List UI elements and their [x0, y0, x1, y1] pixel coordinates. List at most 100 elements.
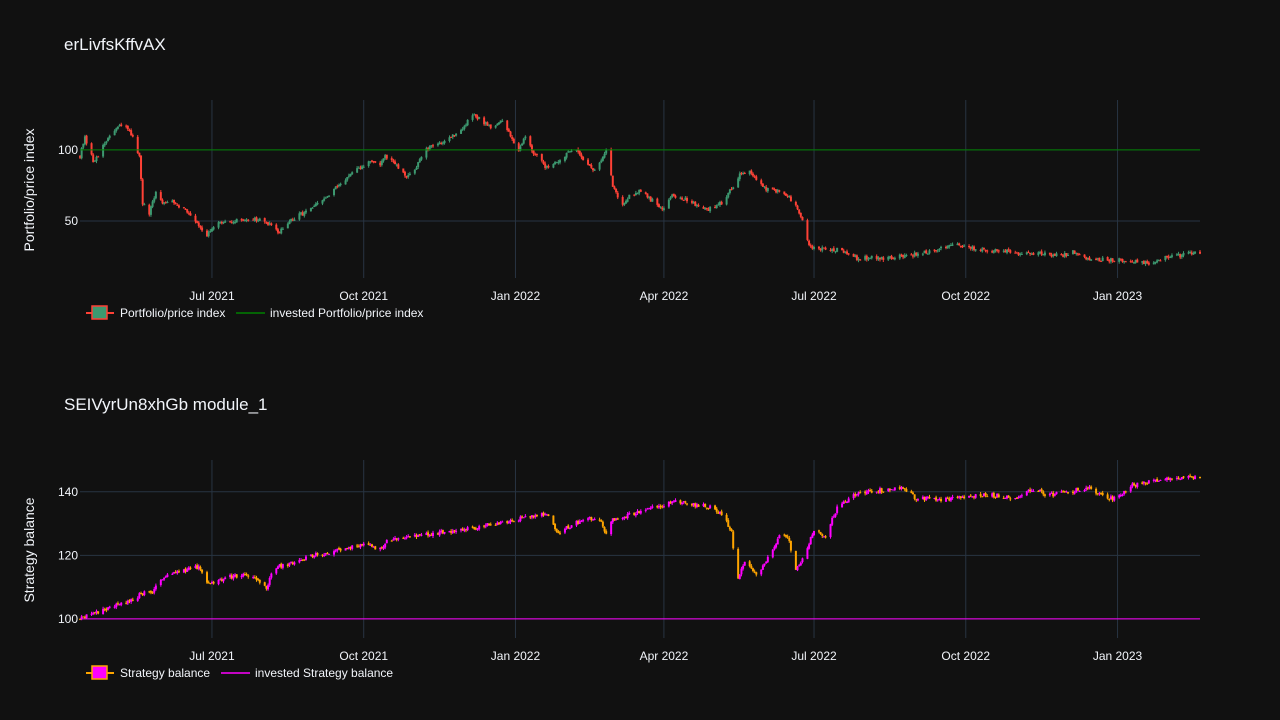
candle-body: [783, 191, 786, 195]
candle-body: [461, 528, 464, 531]
candle-body: [681, 197, 684, 200]
candle-body: [245, 219, 248, 221]
candle-body: [651, 198, 654, 202]
candle-body: [532, 515, 535, 518]
candle-body: [323, 555, 326, 557]
candle-body: [431, 532, 434, 536]
top-legend[interactable]: Portfolio/price index invested Portfolio…: [86, 305, 423, 320]
candle-body: [512, 521, 515, 523]
candle-body: [1014, 498, 1017, 500]
candle-body: [1042, 254, 1045, 256]
candle-body: [344, 180, 347, 185]
candle-body: [720, 201, 723, 205]
candle-body: [243, 574, 246, 576]
candle-body: [199, 226, 202, 228]
candle-body: [910, 491, 913, 493]
candle-body: [184, 568, 187, 572]
candle-body: [394, 538, 397, 540]
candle-body: [210, 228, 213, 232]
candle-body: [425, 532, 428, 535]
candle-body: [125, 602, 128, 604]
candle-body: [232, 575, 235, 579]
candle-body: [1085, 487, 1088, 490]
candle-body: [189, 567, 192, 569]
candle-body: [408, 536, 411, 538]
candle-body: [171, 573, 174, 575]
candle-body: [418, 534, 421, 536]
candle-body: [517, 520, 520, 522]
candle-body: [440, 530, 443, 533]
candle-body: [173, 572, 176, 574]
candle-body: [997, 494, 1000, 498]
candle-body: [887, 256, 890, 260]
candle-body: [1164, 255, 1167, 261]
candle-body: [1076, 253, 1079, 255]
candle-body: [82, 616, 85, 618]
candle-body: [1187, 476, 1190, 478]
candle-body: [973, 496, 976, 498]
candle-body: [821, 247, 824, 251]
candle-body: [93, 160, 96, 162]
candle-body: [1096, 493, 1099, 495]
bottom-legend-item-strategy[interactable]: Strategy balance: [86, 665, 210, 680]
candle-body: [702, 206, 705, 209]
candle-body: [372, 161, 375, 163]
candle-body: [339, 548, 342, 551]
candle-body: [832, 516, 835, 518]
candle-body: [394, 161, 397, 165]
candle-body: [247, 575, 250, 577]
candle-body: [413, 169, 416, 174]
y-tick-label: 120: [58, 548, 78, 562]
candle-body: [940, 246, 943, 249]
candle-body: [958, 496, 961, 498]
candle-body: [1166, 477, 1169, 480]
candle-body: [267, 222, 270, 225]
candle-body: [649, 196, 652, 202]
top-legend-item-portfolio[interactable]: Portfolio/price index: [86, 305, 225, 320]
candle-body: [309, 208, 312, 212]
legend-candle-icon: [91, 305, 108, 320]
candle-body: [1090, 259, 1093, 261]
candle-body: [438, 142, 441, 144]
candle-body: [1101, 257, 1104, 262]
candle-body: [1154, 479, 1157, 481]
candle-body: [694, 201, 697, 206]
candle-body: [755, 176, 758, 180]
candle-body: [361, 166, 364, 170]
candle-body: [506, 120, 509, 131]
top-legend-item-invested[interactable]: invested Portfolio/price index: [236, 306, 423, 320]
candle-body: [1002, 497, 1005, 499]
x-tick-label: Oct 2021: [339, 289, 388, 303]
candle-body: [164, 202, 167, 204]
candle-body: [623, 202, 626, 205]
candle-body: [499, 521, 502, 524]
candle-body: [367, 161, 370, 167]
candle-body: [1075, 488, 1078, 493]
candle-body: [1108, 260, 1111, 262]
candle-body: [116, 603, 119, 605]
candle-body: [771, 187, 774, 190]
candle-body: [219, 579, 222, 581]
candle-body: [753, 571, 756, 573]
candle-body: [530, 515, 533, 518]
candle-body: [1027, 489, 1030, 491]
candle-body: [775, 189, 778, 193]
candle-body: [789, 540, 792, 551]
candle-body: [1119, 258, 1122, 260]
candle-body: [136, 136, 139, 154]
bottom-legend[interactable]: Strategy balance invested Strategy balan…: [86, 665, 393, 680]
candle-body: [690, 503, 693, 506]
y-tick-label: 140: [58, 485, 78, 499]
candle-body: [852, 253, 855, 257]
candle-body: [743, 173, 746, 175]
candle-body: [1019, 496, 1022, 498]
candle-body: [1071, 250, 1074, 255]
candle-body: [82, 143, 85, 148]
candle-body: [951, 244, 954, 246]
candle-body: [1076, 487, 1079, 491]
candle-body: [732, 531, 735, 549]
candle-body: [796, 566, 799, 571]
candle-body: [806, 220, 809, 240]
bottom-legend-item-invested[interactable]: invested Strategy balance: [221, 666, 393, 680]
candle-body: [176, 571, 179, 574]
